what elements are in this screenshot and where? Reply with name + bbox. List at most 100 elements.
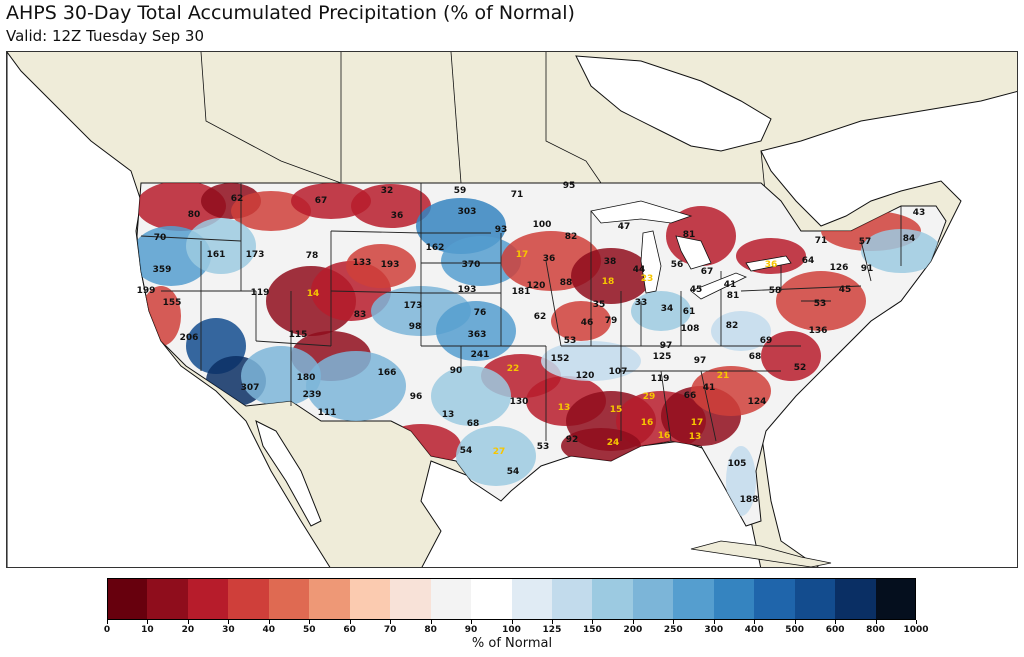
station-value-label: 239 [303,390,322,400]
station-value-label: 363 [468,330,487,340]
station-value-label: 34 [661,304,674,314]
station-value-label: 199 [137,286,156,296]
station-value-label: 66 [684,391,697,401]
canada-province-border [545,52,602,184]
state-border-line [545,260,562,347]
colorbar-tick-label: 600 [825,625,845,635]
station-value-label: 303 [458,207,477,217]
station-value-label: 36 [391,211,404,221]
map-title: AHPS 30-Day Total Accumulated Precipitat… [6,2,575,24]
station-value-label: 98 [409,322,422,332]
station-value-label: 62 [534,312,547,322]
precip-anomaly-blob [541,341,641,381]
colorbar-tick-label: 300 [704,625,724,635]
state-border-line [330,230,422,234]
station-value-label: 17 [516,250,529,260]
station-value-label: 119 [251,288,270,298]
state-border-line [740,285,862,292]
precip-anomaly-blob [761,331,821,381]
station-value-label: 54 [507,467,520,477]
station-value-label: 53 [814,299,827,309]
station-value-label: 83 [354,310,367,320]
station-value-label: 23 [641,274,654,284]
station-value-label: 241 [471,350,490,360]
station-value-label: 162 [426,243,445,253]
station-value-label: 18 [602,277,615,287]
precip-anomaly-blob [631,291,691,331]
colorbar-cell [309,578,351,620]
station-value-label: 93 [495,225,508,235]
station-value-label: 17 [691,418,704,428]
station-value-label: 27 [493,447,506,457]
state-border-line [860,240,872,282]
state-border-line [255,340,332,347]
colorbar-tick-label: 20 [181,625,195,635]
colorbar-tickmark [875,620,877,624]
colorbar-tickmark [268,620,270,624]
station-value-label: 100 [533,220,552,230]
station-value-label: 54 [460,446,473,456]
colorbar-tick-label: 400 [744,625,764,635]
colorbar-cell [430,578,472,620]
station-value-label: 119 [651,374,670,384]
colorbar-cell [390,578,432,620]
station-value-label: 68 [467,419,480,429]
colorbar-tickmark [673,620,675,624]
station-value-label: 82 [565,232,578,242]
station-value-label: 88 [560,278,573,288]
station-value-label: 35 [593,300,606,310]
station-value-label: 173 [404,301,423,311]
station-value-label: 59 [454,186,467,196]
colorbar-tick-label: 30 [222,625,235,635]
station-value-label: 155 [163,298,182,308]
precip-anomaly-blob [431,366,511,426]
station-value-label: 193 [458,285,477,295]
station-value-label: 21 [717,371,730,381]
state-border-line [700,370,717,442]
colorbar-cell [228,578,270,620]
station-value-label: 115 [289,330,308,340]
canada-province-border [200,52,342,184]
colorbar-tickmark [511,620,513,624]
precip-anomaly-blob [241,346,321,406]
station-value-labels: 80 62 67 32 59 95 71 36 303 100 93 70 161 173 78 162 82 4… [137,181,926,505]
station-value-label: 96 [410,392,423,402]
colorbar-tick-label: 40 [262,625,276,635]
station-value-label: 16 [641,418,654,428]
station-value-label: 166 [378,368,397,378]
colorbar-cell [187,578,229,620]
station-value-label: 22 [507,364,520,374]
colorbar-tickmark [309,620,311,624]
colorbar-tickmark [107,620,108,624]
station-value-label: 181 [512,287,531,297]
station-value-label: 47 [618,222,631,232]
hudson-bay [575,55,772,152]
station-value-label: 124 [748,397,767,407]
station-value-label: 53 [537,442,550,452]
station-value-label: 71 [511,190,524,200]
colorbar-label: % of Normal [471,636,553,651]
station-value-label: 133 [353,258,372,268]
station-value-label: 62 [231,194,244,204]
station-value-label: 64 [802,256,815,266]
station-value-label: 76 [474,308,487,318]
state-border-line [140,235,242,242]
colorbar-cell [268,578,310,620]
station-value-label: 58 [769,286,782,296]
station-value-label: 84 [903,234,916,244]
station-value-label: 24 [607,438,620,448]
state-border-line [330,290,422,294]
colorbar-cell [107,578,148,620]
precip-anomaly-blob [456,426,536,486]
colorbar-cell [875,578,917,620]
colorbar-cell [592,578,634,620]
colorbar-tickmark [754,620,756,624]
station-value-label: 56 [671,260,684,270]
colorbar-cell [673,578,715,620]
colorbar-cell [147,578,189,620]
station-value-label: 126 [830,263,849,273]
station-value-label: 105 [728,459,747,469]
precip-anomaly-blob [291,183,371,219]
station-value-label: 38 [604,257,617,267]
colorbar-tickmark [916,620,917,624]
